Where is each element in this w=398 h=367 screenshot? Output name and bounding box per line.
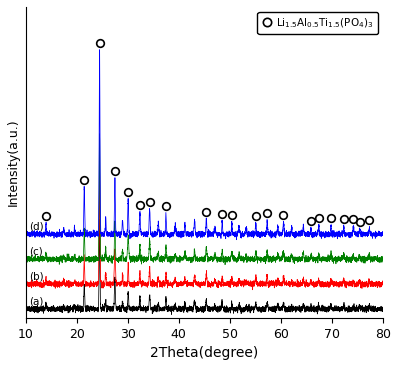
Text: (d): (d) (29, 221, 44, 232)
Legend: Li$_{1.5}$Al$_{0.5}$Ti$_{1.5}$(PO$_4$)$_3$: Li$_{1.5}$Al$_{0.5}$Ti$_{1.5}$(PO$_4$)$_… (258, 12, 378, 34)
Text: (b): (b) (29, 271, 44, 281)
X-axis label: 2Theta(degree): 2Theta(degree) (150, 346, 258, 360)
Text: (a): (a) (29, 296, 44, 306)
Y-axis label: Intensity(a.u.): Intensity(a.u.) (7, 119, 20, 206)
Text: (c): (c) (29, 246, 43, 256)
